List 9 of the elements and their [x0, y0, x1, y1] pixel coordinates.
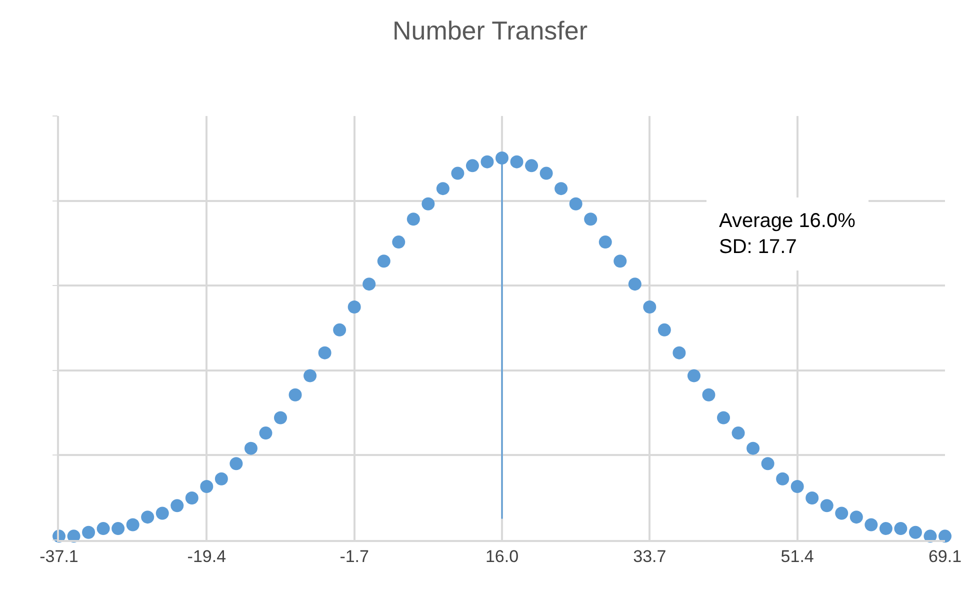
- chart-title: Number Transfer: [392, 15, 588, 46]
- x-tick-label: 16.0: [485, 547, 519, 566]
- x-tick-label: 51.4: [780, 547, 814, 566]
- x-tick-label: 33.7: [633, 547, 666, 566]
- x-tick-label: -19.4: [187, 547, 226, 566]
- annotation: Average 16.0% SD: 17.7: [719, 210, 856, 258]
- x-tick-label: 69.1: [928, 547, 962, 566]
- x-tick-label: -37.1: [40, 547, 78, 566]
- x-tick-label: -1.7: [340, 547, 369, 566]
